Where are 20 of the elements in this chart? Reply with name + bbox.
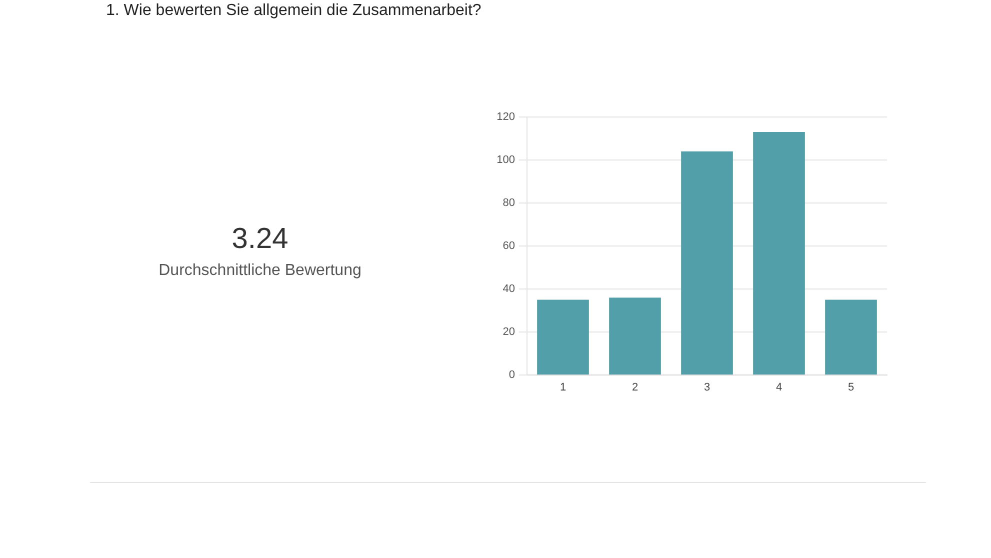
y-tick-label: 80 bbox=[502, 197, 515, 210]
y-tick-label: 60 bbox=[502, 240, 515, 252]
text: Durchschnittliche Bewertung bbox=[158, 261, 362, 281]
y-tick-label: 100 bbox=[496, 154, 515, 166]
bar bbox=[753, 132, 805, 374]
bar bbox=[609, 298, 661, 374]
y-tick-label: 0 bbox=[508, 369, 515, 382]
x-tick-label: 2 bbox=[632, 382, 638, 394]
y-tick-label: 40 bbox=[502, 283, 515, 296]
x-tick-label: 4 bbox=[776, 382, 782, 394]
text: 3.24 bbox=[230, 222, 290, 256]
x-tick-label: 1 bbox=[560, 382, 566, 394]
y-tick-label: 120 bbox=[496, 111, 515, 124]
x-tick-label: 3 bbox=[704, 382, 710, 394]
bar bbox=[681, 151, 733, 374]
text: 1. Wie bewerten Sie allgemein die Zusammenarbeit? bbox=[106, 2, 482, 20]
x-tick-label: 5 bbox=[848, 382, 854, 394]
bar bbox=[825, 300, 877, 374]
bar bbox=[537, 300, 589, 374]
y-tick-label: 20 bbox=[502, 326, 515, 338]
